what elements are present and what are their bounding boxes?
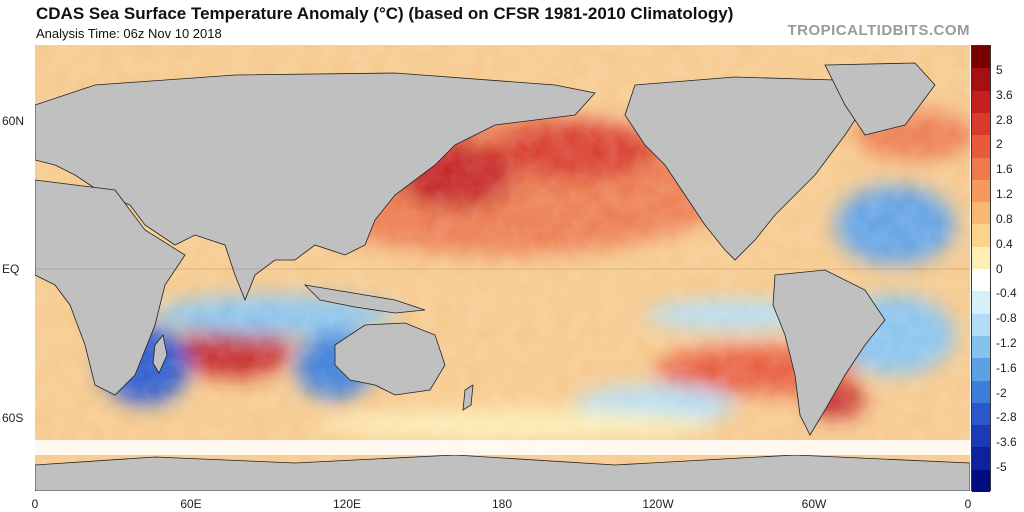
madagascar <box>152 334 168 374</box>
colorbar-tick-label: -2 <box>996 385 1007 400</box>
colorbar-tick-label: -3.6 <box>996 435 1017 450</box>
lon-label-0-east: 0 <box>964 497 972 511</box>
colorbar-segment <box>972 425 990 448</box>
analysis-time: Analysis Time: 06z Nov 10 2018 <box>36 26 222 41</box>
lon-label-60w: 60W <box>801 497 827 511</box>
colorbar-tick-label: 0.4 <box>996 236 1013 251</box>
colorbar-segment <box>972 135 990 158</box>
colorbar-segment <box>972 90 990 114</box>
colorbar-tick-label: -0.4 <box>996 286 1017 301</box>
colorbar-segment <box>972 402 990 426</box>
colorbar-tick-label: -1.2 <box>996 335 1017 350</box>
colorbar-tick-label: 3.6 <box>996 87 1013 102</box>
colorbar-segment <box>972 68 990 92</box>
land <box>35 62 970 491</box>
lon-label-180: 180 <box>491 497 513 511</box>
colorbar-tick-label: -5 <box>996 460 1007 474</box>
colorbar-segment <box>972 112 990 136</box>
chart-title: CDAS Sea Surface Temperature Anomaly (°C… <box>36 4 734 23</box>
colorbar-segment <box>972 269 990 292</box>
colorbar-tick-label: 0 <box>996 261 1003 276</box>
colorbar-segment <box>972 46 990 69</box>
colorbar-segment <box>972 335 990 359</box>
lon-label-0-west: 0 <box>31 497 39 511</box>
colorbar-segment <box>972 291 990 315</box>
lon-label-120w: 120W <box>642 497 674 511</box>
colorbar-segment <box>972 246 990 270</box>
lon-label-60e: 60E <box>180 497 202 511</box>
colorbar <box>971 45 991 493</box>
colorbar-segment <box>972 358 990 381</box>
colorbar-tick-label: 2.8 <box>996 112 1013 127</box>
colorbar-segment <box>972 313 990 337</box>
colorbar-tick-label: 2 <box>996 137 1003 152</box>
colorbar-segment <box>972 157 990 181</box>
australia <box>334 322 446 396</box>
south-america <box>772 269 886 436</box>
colorbar-segment <box>972 224 990 248</box>
colorbar-tick-label: 1.6 <box>996 162 1013 177</box>
lat-label-eq: EQ <box>2 262 20 276</box>
colorbar-tick-label: -0.8 <box>996 311 1017 326</box>
colorbar-segment <box>972 380 990 404</box>
site-watermark: TROPICALTIDBITS.COM <box>787 22 970 39</box>
indonesia <box>303 284 426 314</box>
africa <box>35 179 186 396</box>
antarctica <box>35 454 970 491</box>
lon-label-120e: 120E <box>332 497 362 511</box>
colorbar-tick-label: 0.8 <box>996 211 1013 226</box>
greenland <box>824 62 936 136</box>
colorbar-segment <box>972 469 990 493</box>
colorbar-segment <box>972 179 990 203</box>
new-zealand <box>462 384 474 411</box>
sst-anomaly-map <box>35 45 970 491</box>
colorbar-tick-label: -2.8 <box>996 410 1017 425</box>
lat-label-60n: 60N <box>2 114 25 128</box>
colorbar-segment <box>972 447 990 471</box>
colorbar-segment <box>972 202 990 225</box>
lat-label-60s: 60S <box>2 411 24 425</box>
colorbar-tick-label: 5 <box>996 63 1003 77</box>
colorbar-tick-label: -1.6 <box>996 360 1017 375</box>
eurasia <box>35 72 596 302</box>
sea-ice <box>35 440 970 455</box>
colorbar-tick-label: 1.2 <box>996 187 1013 202</box>
